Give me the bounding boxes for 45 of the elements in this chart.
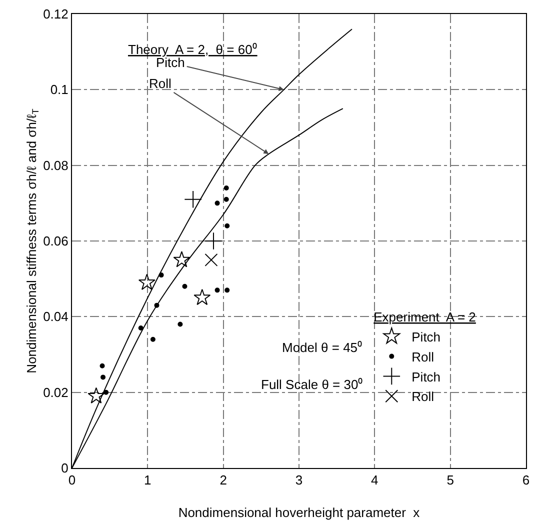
y-tick-label: 0.08 — [43, 158, 68, 173]
point — [194, 288, 211, 306]
y-tick-label: 0 — [61, 460, 68, 476]
point — [138, 326, 144, 331]
point — [204, 232, 222, 250]
x-tick-label: 2 — [220, 472, 227, 488]
point — [138, 274, 156, 290]
x-tick-label: 1 — [144, 472, 152, 488]
legend-title: Experiment A = 2 — [374, 309, 476, 324]
x-tick-label: 4 — [371, 472, 378, 488]
point — [224, 288, 230, 293]
point — [154, 302, 160, 308]
point — [224, 186, 229, 191]
y-tick-label: 0.02 — [43, 384, 68, 400]
annotation: Model θ = 45⁰ — [282, 340, 363, 355]
annotation: Theory A = 2, θ = 60⁰ — [128, 42, 258, 57]
point — [158, 272, 164, 278]
x-tick-label: 6 — [522, 472, 530, 488]
point — [178, 322, 183, 327]
y-tick-label: 0.12 — [43, 6, 68, 22]
y-tick-label: 0.04 — [43, 309, 68, 324]
point — [100, 374, 106, 380]
legend-label: Pitch — [412, 329, 441, 344]
point — [100, 363, 105, 368]
annotation: Roll — [149, 76, 172, 91]
point — [150, 336, 156, 342]
y-tick-label: 0.06 — [43, 234, 68, 249]
point — [184, 190, 202, 208]
annotation: Full Scale θ = 30⁰ — [261, 377, 364, 392]
x-axis-title: Nondimensional hoverheight parameter x — [178, 505, 420, 520]
legend-label: Pitch — [412, 369, 441, 384]
x-tick-label: 3 — [295, 472, 303, 488]
point — [214, 288, 220, 293]
legend-label: Roll — [412, 349, 434, 364]
point — [88, 387, 105, 404]
point — [104, 390, 109, 395]
point — [224, 196, 229, 202]
point — [182, 284, 188, 289]
legend-label: Roll — [412, 389, 434, 404]
x-tick-label: 5 — [446, 472, 454, 488]
point — [214, 200, 220, 206]
point — [173, 251, 190, 268]
point — [204, 253, 218, 266]
point — [224, 223, 230, 228]
y-tick-label: 0.1 — [50, 82, 68, 98]
